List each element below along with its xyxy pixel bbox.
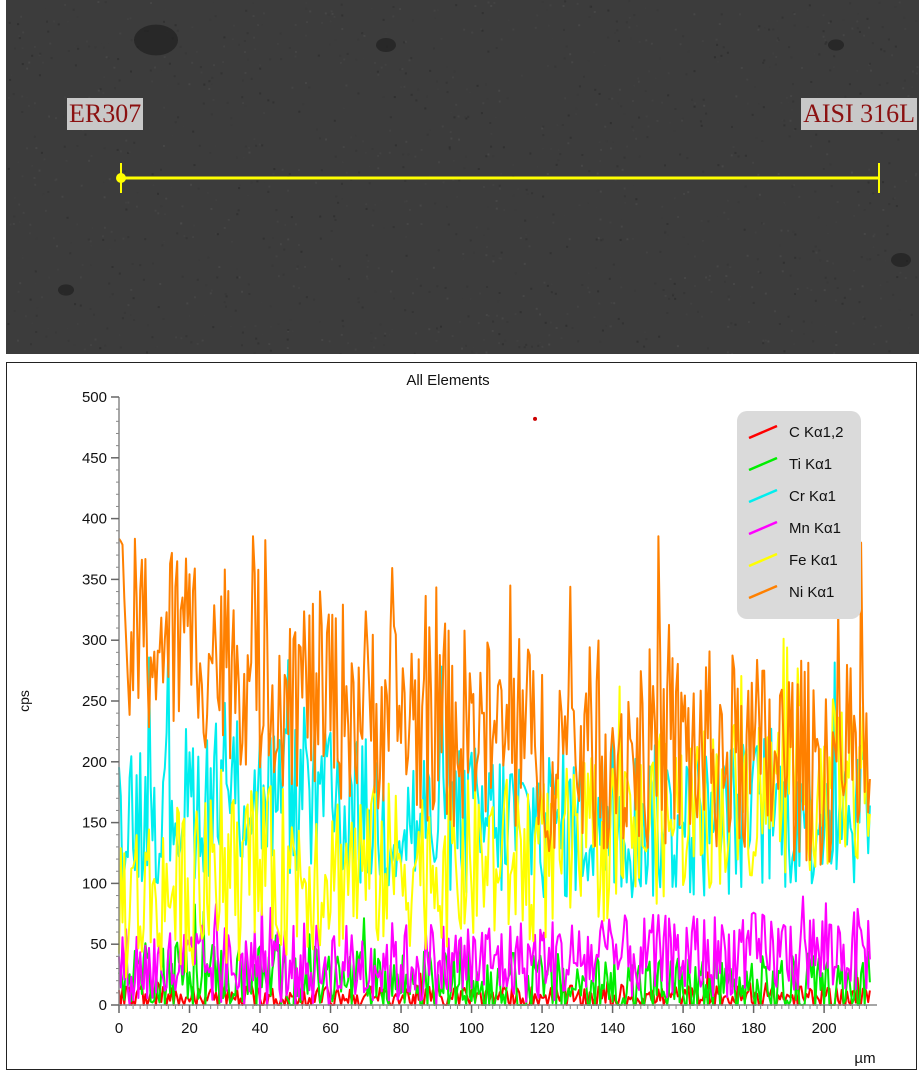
y-tick-label: 450 xyxy=(82,450,107,467)
legend-swatch xyxy=(748,553,778,567)
legend-label: Mn Kα1 xyxy=(789,520,842,537)
legend-swatch xyxy=(748,425,778,439)
label-er307: ER307 xyxy=(67,98,144,130)
y-tick-label: 100 xyxy=(82,875,107,892)
x-tick-label: 160 xyxy=(671,1020,696,1037)
legend-label: Ni Kα1 xyxy=(789,584,835,601)
legend-swatch xyxy=(748,585,778,599)
line-scan-plot: All Elements cps µm 0 50 100 150 200 250 300 350 40… xyxy=(6,362,917,1070)
x-tick-label: 200 xyxy=(812,1020,837,1037)
chart-canvas: All Elementscpsµm05010015020025030035040… xyxy=(16,372,877,1067)
x-tick-label: 20 xyxy=(181,1020,198,1037)
legend-swatch xyxy=(748,457,778,471)
x-axis-label: µm xyxy=(854,1050,875,1067)
chart-title: All Elements xyxy=(406,372,489,389)
y-axis-label: cps xyxy=(16,690,32,712)
y-tick-label: 350 xyxy=(82,571,107,588)
x-tick-label: 0 xyxy=(115,1020,123,1037)
y-tick-label: 250 xyxy=(82,693,107,710)
label-aisi-316l: AISI 316L xyxy=(801,98,917,130)
legend-label: Fe Kα1 xyxy=(789,552,838,569)
y-tick-label: 0 xyxy=(99,997,107,1014)
cursor-marker xyxy=(533,416,538,421)
sem-micrograph: ER307 AISI 316L xyxy=(6,0,919,354)
x-tick-label: 100 xyxy=(459,1020,484,1037)
y-tick-label: 50 xyxy=(90,936,107,953)
y-tick-label: 300 xyxy=(82,632,107,649)
x-tick-label: 140 xyxy=(600,1020,625,1037)
series-line-5 xyxy=(118,535,871,866)
series-line-4 xyxy=(118,637,871,979)
legend-label: C Kα1,2 xyxy=(789,424,844,441)
x-tick-label: 120 xyxy=(530,1020,555,1037)
x-tick-label: 60 xyxy=(322,1020,339,1037)
legend-swatch xyxy=(748,521,778,535)
y-tick-label: 400 xyxy=(82,511,107,528)
legend-swatch xyxy=(748,489,778,503)
y-tick-label: 150 xyxy=(82,815,107,832)
sem-texture xyxy=(7,0,919,354)
y-tick-label: 500 xyxy=(82,389,107,406)
y-tick-label: 200 xyxy=(82,754,107,771)
x-tick-label: 40 xyxy=(252,1020,269,1037)
legend-label: Cr Kα1 xyxy=(789,488,837,505)
legend: C Kα1,2 Ti Kα1 Cr Kα1 Mn Kα1 Fe Kα1 Ni Kα1 xyxy=(737,411,861,619)
x-tick-label: 180 xyxy=(741,1020,766,1037)
scan-line-start-marker xyxy=(116,173,126,183)
x-tick-label: 80 xyxy=(393,1020,410,1037)
legend-label: Ti Kα1 xyxy=(789,456,833,473)
